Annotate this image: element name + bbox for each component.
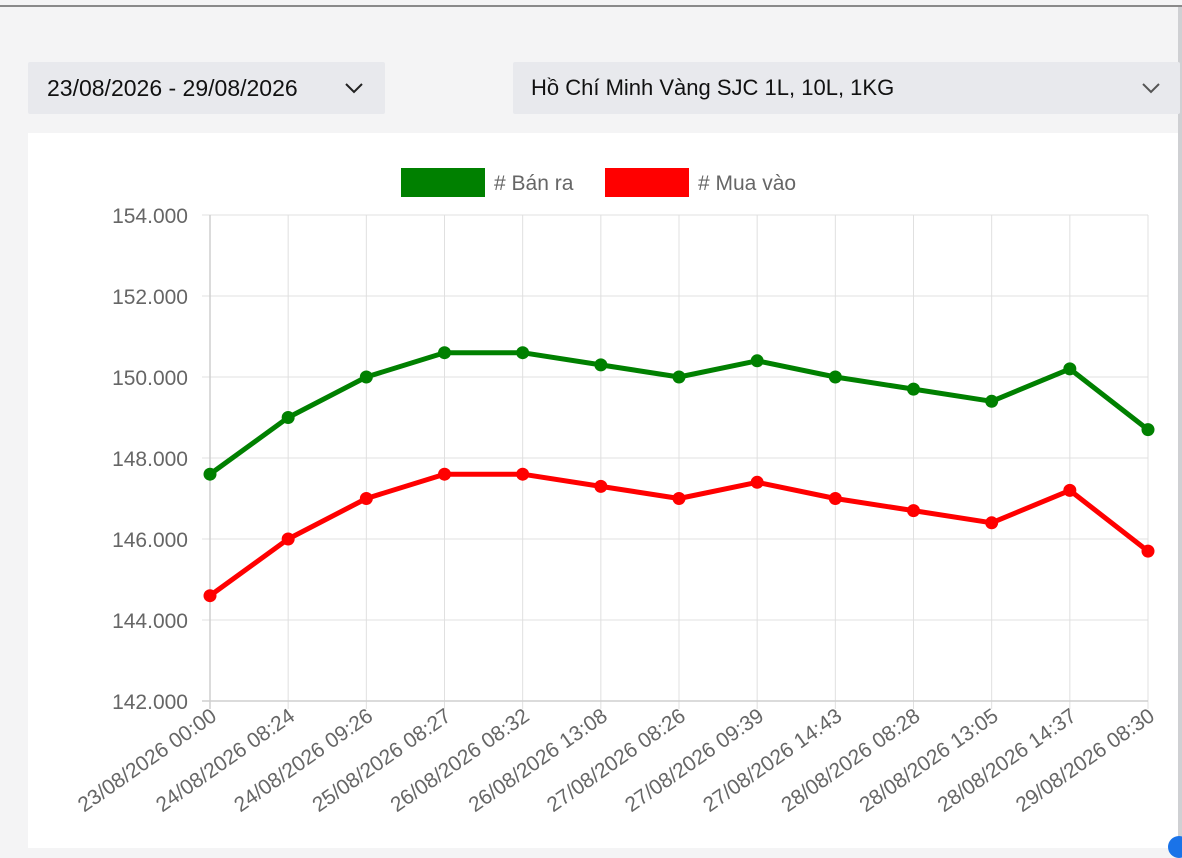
x-tick-label: 27/08/2026 08:26 (543, 704, 690, 817)
data-point (516, 467, 530, 481)
data-point (438, 346, 451, 360)
x-tick-label: 29/08/2026 08:30 (1012, 704, 1159, 817)
data-point (203, 467, 217, 481)
data-point (359, 492, 373, 505)
legend-label: # Bán ra (494, 172, 574, 195)
data-point (750, 354, 764, 368)
x-tick-label: 28/08/2026 13:05 (855, 704, 1002, 817)
x-tick-label: 27/08/2026 09:39 (621, 704, 768, 817)
data-point (281, 532, 295, 546)
x-tick-label: 26/08/2026 13:08 (465, 704, 612, 817)
data-point (1063, 483, 1077, 497)
data-point (203, 589, 217, 603)
date-range-select[interactable]: 23/08/2026 - 29/08/2026 (28, 62, 385, 114)
product-value: Hồ Chí Minh Vàng SJC 1L, 10L, 1KG (531, 75, 895, 100)
top-divider (0, 5, 1182, 7)
scrollbar-track[interactable] (1178, 7, 1182, 848)
y-tick-label: 150.000 (112, 367, 188, 390)
x-tick-label: 24/08/2026 09:26 (230, 704, 377, 817)
data-point (750, 475, 764, 489)
data-point (1063, 362, 1077, 376)
data-point (1141, 423, 1155, 437)
data-point (985, 516, 999, 530)
data-point (594, 479, 608, 493)
x-tick-label: 23/08/2026 00:00 (74, 704, 221, 817)
data-point (516, 346, 530, 360)
x-tick-label: 27/08/2026 14:43 (699, 704, 846, 817)
legend-label: # Mua vào (698, 172, 796, 195)
product-select[interactable]: Hồ Chí Minh Vàng SJC 1L, 10L, 1KG (513, 62, 1180, 114)
data-point (359, 370, 373, 384)
data-point (281, 411, 295, 424)
chevron-down-icon (345, 83, 363, 94)
data-point (438, 467, 451, 481)
data-point (828, 370, 842, 384)
x-tick-label: 26/08/2026 08:32 (386, 704, 533, 817)
y-tick-label: 152.000 (112, 286, 188, 309)
x-tick-label: 28/08/2026 08:28 (777, 704, 924, 817)
y-tick-label: 154.000 (112, 205, 188, 228)
x-tick-label: 28/08/2026 14:37 (934, 704, 1081, 817)
data-point (1141, 544, 1155, 558)
date-range-value: 23/08/2026 - 29/08/2026 (47, 74, 298, 101)
legend-swatch (401, 168, 485, 197)
price-line-chart: 154.000 152.000 150.000 148.000 146.000 144.0… (74, 168, 1159, 817)
chevron-down-icon (1142, 83, 1160, 94)
x-tick-label: 25/08/2026 08:27 (308, 704, 455, 817)
data-point (985, 394, 999, 408)
y-tick-label: 146.000 (112, 529, 188, 552)
y-tick-label: 144.000 (112, 610, 188, 633)
y-tick-label: 142.000 (112, 691, 188, 714)
x-tick-label: 24/08/2026 08:24 (152, 704, 299, 817)
floating-action-button[interactable] (1168, 836, 1182, 858)
data-point (907, 504, 920, 518)
data-point (672, 492, 686, 505)
data-point (672, 370, 686, 384)
legend-swatch (605, 168, 689, 197)
data-point (828, 492, 842, 505)
chart-panel: 154.000 152.000 150.000 148.000 146.000 144.0… (28, 133, 1178, 848)
data-point (594, 358, 608, 372)
y-tick-label: 148.000 (112, 448, 188, 471)
data-point (907, 382, 920, 396)
